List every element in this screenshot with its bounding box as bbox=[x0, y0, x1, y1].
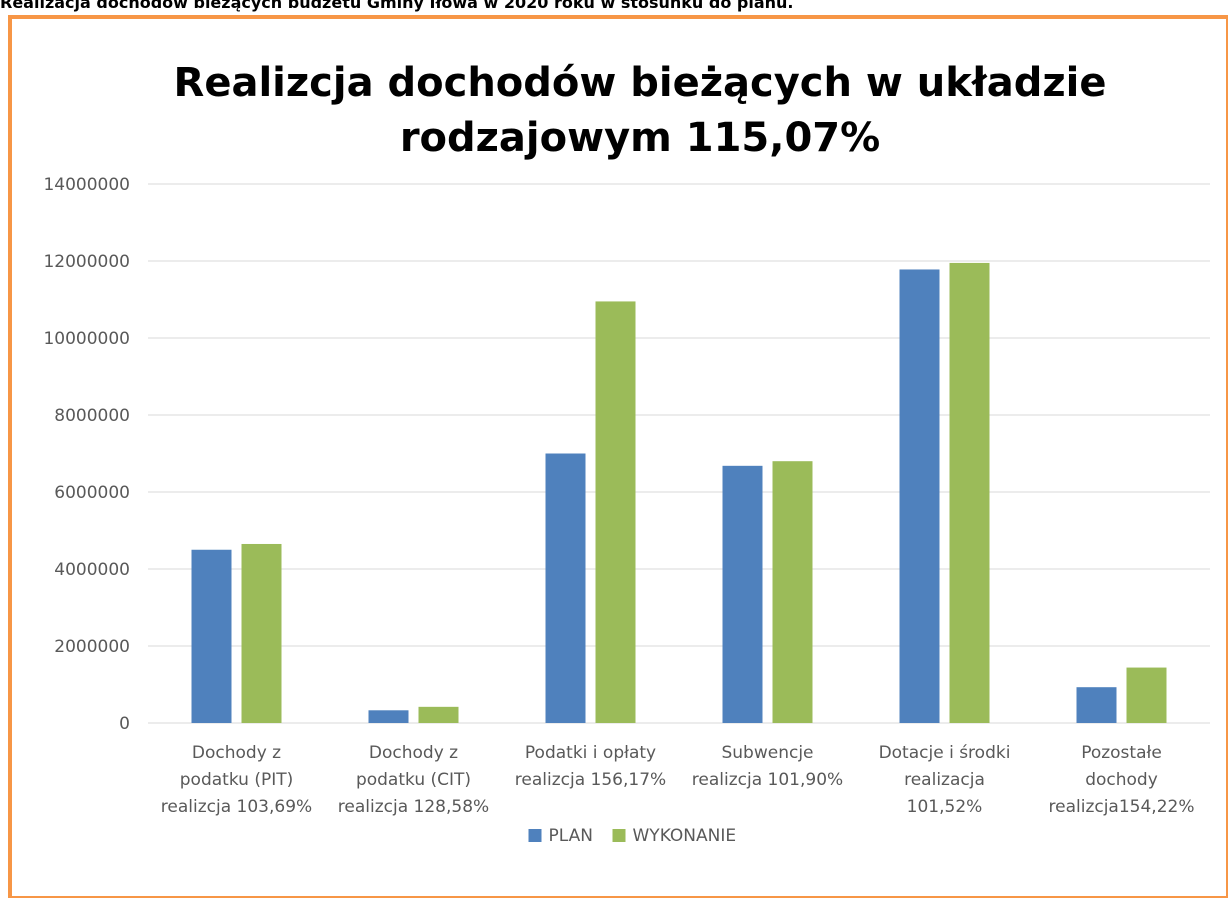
page-header: Realizacja dochodów bieżących budżetu Gm… bbox=[0, 0, 794, 12]
bar bbox=[949, 262, 990, 723]
bar bbox=[1076, 687, 1117, 723]
y-tick-label: 0 bbox=[119, 714, 130, 734]
y-tick-label: 2000000 bbox=[54, 637, 130, 657]
x-tick-label: Dochody z bbox=[192, 743, 281, 763]
x-tick-label: podatku (CIT) bbox=[356, 770, 471, 790]
x-tick-label: realizacja bbox=[904, 770, 985, 790]
y-tick-label: 10000000 bbox=[43, 329, 130, 349]
y-tick-label: 4000000 bbox=[54, 560, 130, 580]
bar bbox=[241, 543, 282, 723]
x-tick-label: Dochody z bbox=[369, 743, 458, 763]
x-tick-label: Subwencje bbox=[721, 743, 813, 763]
x-tick-label: realizcja 101,90% bbox=[692, 770, 843, 790]
x-tick-label: 101,52% bbox=[907, 797, 983, 817]
bar bbox=[1126, 667, 1167, 723]
x-tick-label: realizcja154,22% bbox=[1049, 797, 1195, 817]
x-tick-label: Dotacje i środki bbox=[879, 743, 1011, 763]
x-tick-label: realizcja 156,17% bbox=[515, 770, 666, 790]
legend-swatch bbox=[612, 829, 626, 842]
legend-label: WYKONANIE bbox=[633, 826, 737, 846]
chart-title: Realizcja dochodów bieżących w układzie bbox=[174, 60, 1107, 106]
x-tick-label: Pozostałe bbox=[1081, 743, 1162, 763]
y-tick-label: 14000000 bbox=[43, 175, 130, 195]
x-tick-label: dochody bbox=[1085, 770, 1158, 790]
y-tick-label: 12000000 bbox=[43, 252, 130, 272]
bar bbox=[595, 301, 636, 723]
bar bbox=[191, 549, 232, 723]
chart-title: rodzajowym 115,07% bbox=[400, 115, 880, 161]
bar bbox=[899, 269, 940, 723]
legend-label: PLAN bbox=[549, 826, 593, 846]
bar bbox=[418, 706, 459, 723]
y-tick-label: 6000000 bbox=[54, 483, 130, 503]
x-tick-label: realizcja 103,69% bbox=[161, 797, 312, 817]
x-tick-label: podatku (PIT) bbox=[180, 770, 293, 790]
y-tick-label: 8000000 bbox=[54, 406, 130, 426]
x-tick-label: Podatki i opłaty bbox=[525, 743, 656, 763]
bar bbox=[545, 453, 586, 723]
chart-border bbox=[8, 15, 1228, 898]
x-tick-label: realizcja 128,58% bbox=[338, 797, 489, 817]
legend-swatch bbox=[528, 829, 542, 842]
bar bbox=[368, 710, 409, 723]
bar bbox=[722, 465, 763, 723]
bar bbox=[772, 461, 813, 723]
